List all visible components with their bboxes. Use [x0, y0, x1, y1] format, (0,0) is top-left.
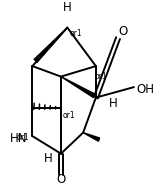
Text: H: H [44, 152, 53, 164]
Polygon shape [83, 133, 100, 141]
Text: O: O [118, 25, 127, 39]
Text: H: H [63, 2, 72, 14]
Polygon shape [61, 77, 95, 98]
Text: or1: or1 [17, 133, 29, 142]
Text: or1: or1 [63, 111, 75, 121]
Text: or1: or1 [70, 29, 82, 38]
Text: H: H [109, 97, 118, 110]
Text: HN: HN [10, 132, 28, 145]
Text: O: O [56, 173, 66, 186]
Text: OH: OH [136, 83, 154, 96]
Polygon shape [34, 28, 67, 62]
Text: or1: or1 [95, 72, 108, 81]
